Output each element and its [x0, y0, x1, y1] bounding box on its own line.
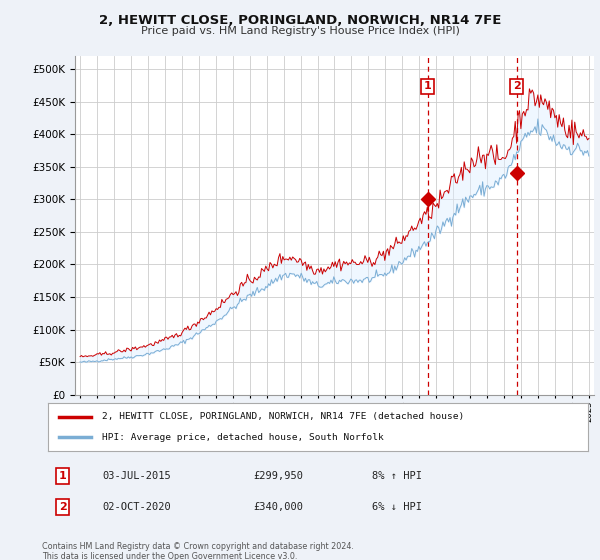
Text: 1: 1	[424, 82, 431, 91]
Text: Price paid vs. HM Land Registry's House Price Index (HPI): Price paid vs. HM Land Registry's House …	[140, 26, 460, 36]
Text: 03-JUL-2015: 03-JUL-2015	[102, 471, 171, 481]
Text: 2: 2	[59, 502, 67, 512]
Text: £340,000: £340,000	[253, 502, 303, 512]
Text: 8% ↑ HPI: 8% ↑ HPI	[372, 471, 422, 481]
Text: 2: 2	[513, 82, 521, 91]
Text: 02-OCT-2020: 02-OCT-2020	[102, 502, 171, 512]
Text: £299,950: £299,950	[253, 471, 303, 481]
Text: 2, HEWITT CLOSE, PORINGLAND, NORWICH, NR14 7FE: 2, HEWITT CLOSE, PORINGLAND, NORWICH, NR…	[99, 14, 501, 27]
Text: 1: 1	[59, 471, 67, 481]
Text: Contains HM Land Registry data © Crown copyright and database right 2024.: Contains HM Land Registry data © Crown c…	[42, 542, 354, 551]
Text: 2, HEWITT CLOSE, PORINGLAND, NORWICH, NR14 7FE (detached house): 2, HEWITT CLOSE, PORINGLAND, NORWICH, NR…	[102, 412, 464, 421]
Text: 6% ↓ HPI: 6% ↓ HPI	[372, 502, 422, 512]
Text: HPI: Average price, detached house, South Norfolk: HPI: Average price, detached house, Sout…	[102, 433, 384, 442]
Text: This data is licensed under the Open Government Licence v3.0.: This data is licensed under the Open Gov…	[42, 552, 298, 560]
